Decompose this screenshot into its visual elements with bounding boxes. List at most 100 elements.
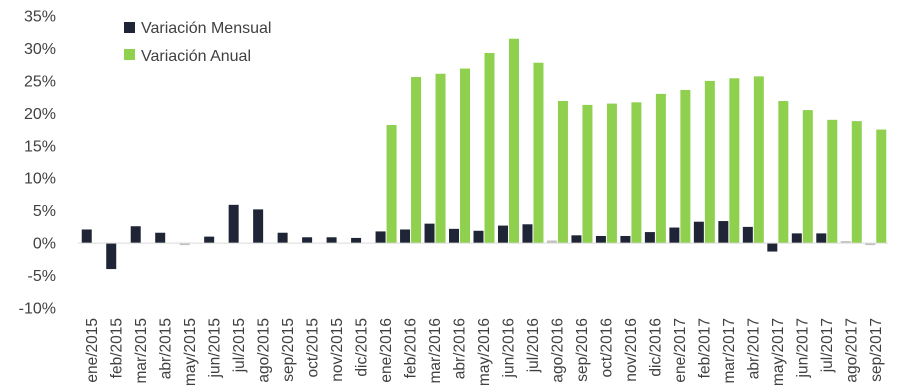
x-tick-label: abr/2017 <box>745 318 762 379</box>
bar-variacion-anual <box>533 62 544 244</box>
legend-label-anual: Variación Anual <box>141 48 251 65</box>
x-tick-label: abr/2015 <box>158 318 175 379</box>
x-tick-label: may/2016 <box>476 318 493 386</box>
bars <box>81 38 887 270</box>
bar-variacion-mensual <box>253 209 264 244</box>
y-tick-label: 35% <box>24 9 56 26</box>
bar-variacion-anual <box>753 76 764 244</box>
y-tick-label: 0% <box>33 236 56 253</box>
x-tick-label: ene/2015 <box>84 318 101 383</box>
x-tick-label: may/2015 <box>182 318 199 386</box>
bar-variacion-anual <box>557 101 568 244</box>
x-tick-label: nov/2016 <box>623 318 640 382</box>
x-tick-label: oct/2016 <box>598 318 615 377</box>
bar-variacion-mensual <box>449 228 460 244</box>
bar-variacion-mensual <box>326 237 337 244</box>
y-tick-label: 10% <box>24 171 56 188</box>
y-axis: -10% -5% 0% 5% 10% 15% 20% 25% 30% 35% <box>19 9 56 318</box>
bar-variacion-mensual <box>179 243 190 246</box>
x-tick-label: jun/2015 <box>207 318 224 378</box>
x-tick-label: jul/2016 <box>525 318 542 373</box>
x-tick-label: jun/2016 <box>500 318 517 378</box>
bar-variacion-anual <box>631 102 642 244</box>
bar-variacion-mensual <box>840 241 851 244</box>
bar-variacion-anual <box>435 73 446 244</box>
bar-variacion-anual <box>680 89 691 244</box>
x-tick-label: ago/2017 <box>843 318 860 383</box>
bar-variacion-mensual <box>522 224 533 244</box>
bar-variacion-anual <box>851 121 862 244</box>
legend-label-mensual: Variación Mensual <box>141 20 271 37</box>
bar-variacion-anual <box>582 104 593 244</box>
x-tick-label: jun/2017 <box>794 318 811 378</box>
x-tick-label: ago/2015 <box>256 318 273 383</box>
x-tick-label: ago/2016 <box>549 318 566 383</box>
bar-variacion-anual <box>876 129 887 244</box>
x-tick-label: may/2017 <box>770 318 787 386</box>
bar-variacion-mensual <box>669 227 680 244</box>
bar-variacion-mensual <box>546 240 557 244</box>
x-tick-label: dic/2016 <box>647 318 664 377</box>
bar-variacion-mensual <box>865 243 876 246</box>
x-tick-label: oct/2015 <box>305 318 322 377</box>
legend: Variación Mensual Variación Anual <box>124 20 271 65</box>
bar-variacion-mensual <box>473 230 484 244</box>
bar-variacion-mensual <box>81 229 92 244</box>
bar-variacion-anual <box>460 68 471 244</box>
bar-variacion-anual <box>606 103 617 244</box>
bar-variacion-mensual <box>424 223 435 244</box>
x-tick-label: mar/2017 <box>721 318 738 383</box>
bar-variacion-anual <box>386 125 397 244</box>
x-tick-label: jul/2017 <box>819 318 836 373</box>
bar-variacion-mensual <box>375 231 386 244</box>
legend-swatch-mensual <box>124 22 135 33</box>
bar-variacion-anual <box>802 110 813 244</box>
x-tick-label: abr/2016 <box>452 318 469 379</box>
bar-variacion-anual <box>729 78 740 244</box>
y-tick-label: -5% <box>28 268 56 285</box>
bar-variacion-mensual <box>718 221 729 244</box>
x-tick-label: feb/2017 <box>696 318 713 378</box>
bar-variacion-mensual <box>791 233 802 244</box>
bar-variacion-mensual <box>693 221 704 244</box>
x-tick-label: mar/2015 <box>133 318 150 383</box>
y-tick-label: 25% <box>24 73 56 90</box>
y-tick-label: 5% <box>33 203 56 220</box>
x-tick-label: mar/2016 <box>427 318 444 383</box>
bar-variacion-mensual <box>644 232 655 244</box>
bar-variacion-anual <box>655 93 666 244</box>
x-tick-label: sep/2015 <box>280 318 297 382</box>
y-tick-label: -10% <box>19 301 56 318</box>
x-tick-label: feb/2015 <box>109 318 126 378</box>
bar-variacion-mensual <box>620 235 631 244</box>
x-tick-label: dic/2015 <box>354 318 371 377</box>
x-tick-label: ene/2016 <box>378 318 395 383</box>
y-tick-label: 30% <box>24 41 56 58</box>
bar-variacion-mensual <box>277 232 288 244</box>
bar-variacion-anual <box>704 80 715 244</box>
bar-variacion-mensual <box>155 232 166 244</box>
bar-variacion-mensual <box>571 235 582 244</box>
bar-variacion-mensual <box>497 225 508 244</box>
bar-variacion-mensual <box>228 204 239 244</box>
x-tick-label: feb/2016 <box>403 318 420 378</box>
bar-variacion-mensual <box>204 236 215 244</box>
bar-variacion-mensual <box>816 233 827 244</box>
x-tick-label: sep/2016 <box>574 318 591 382</box>
bar-variacion-anual <box>827 119 838 244</box>
bar-variacion-mensual <box>400 229 411 244</box>
bar-variacion-anual <box>778 101 789 244</box>
bar-variacion-anual <box>508 38 519 244</box>
bar-variacion-mensual <box>130 226 141 244</box>
x-axis: ene/2015 feb/2015 mar/2015 abr/2015 may/2015… <box>84 318 885 386</box>
bar-variacion-mensual <box>351 237 362 244</box>
bar-variacion-mensual <box>767 243 778 252</box>
y-tick-label: 20% <box>24 106 56 123</box>
x-tick-label: nov/2015 <box>329 318 346 382</box>
bar-variacion-mensual <box>302 237 313 244</box>
y-tick-label: 15% <box>24 138 56 155</box>
bar-variacion-mensual <box>595 235 606 244</box>
bar-variacion-mensual <box>106 243 117 270</box>
x-tick-label: sep/2017 <box>868 318 885 382</box>
